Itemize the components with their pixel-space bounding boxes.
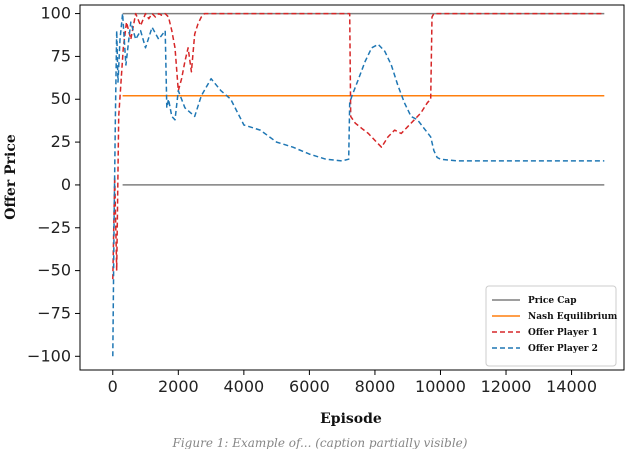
x-axis: 0 2000 4000 6000 8000 10000 12000 14000 bbox=[108, 370, 597, 396]
y-axis-title: Offer Price bbox=[3, 134, 19, 220]
y-tick-label: −100 bbox=[27, 346, 71, 365]
y-tick-label: −50 bbox=[37, 261, 71, 280]
x-tick-label: 6000 bbox=[289, 377, 330, 396]
legend-label-offer-player-1: Offer Player 1 bbox=[528, 328, 598, 338]
x-tick-label: 2000 bbox=[158, 377, 199, 396]
y-tick-label: 25 bbox=[51, 132, 71, 151]
axes-border bbox=[79, 4, 625, 371]
legend-label-offer-player-2: Offer Player 2 bbox=[528, 344, 598, 354]
x-tick-label: 4000 bbox=[223, 377, 264, 396]
axes-frame bbox=[79, 4, 625, 371]
legend-box bbox=[485, 285, 617, 367]
y-tick-label: 50 bbox=[51, 89, 71, 108]
x-axis-title: Episode bbox=[320, 411, 382, 427]
x-tick-label: 8000 bbox=[355, 377, 396, 396]
y-axis: −100 −75 −50 −25 0 25 50 75 100 bbox=[27, 4, 80, 365]
legend-label-price-cap: Price Cap bbox=[528, 296, 577, 306]
series-line-offer-player-2 bbox=[112, 12, 605, 357]
legend: Price Cap Nash Equilibrium Offer Player 1 O… bbox=[485, 285, 618, 367]
plot-area bbox=[112, 12, 605, 357]
y-tick-label: −25 bbox=[37, 218, 71, 237]
legend-label-nash-equilibrium: Nash Equilibrium bbox=[528, 312, 618, 322]
y-tick-label: 75 bbox=[51, 46, 71, 65]
y-tick-label: 100 bbox=[40, 4, 71, 23]
y-tick-label: 0 bbox=[61, 175, 71, 194]
figure-caption: Figure 1: Example of... (caption partial… bbox=[172, 436, 468, 449]
x-tick-label: 10000 bbox=[415, 377, 466, 396]
x-tick-label: 0 bbox=[108, 377, 118, 396]
y-tick-label: −75 bbox=[37, 303, 71, 322]
x-tick-label: 14000 bbox=[546, 377, 597, 396]
x-tick-label: 12000 bbox=[481, 377, 532, 396]
series-line-offer-player-1 bbox=[112, 12, 605, 280]
